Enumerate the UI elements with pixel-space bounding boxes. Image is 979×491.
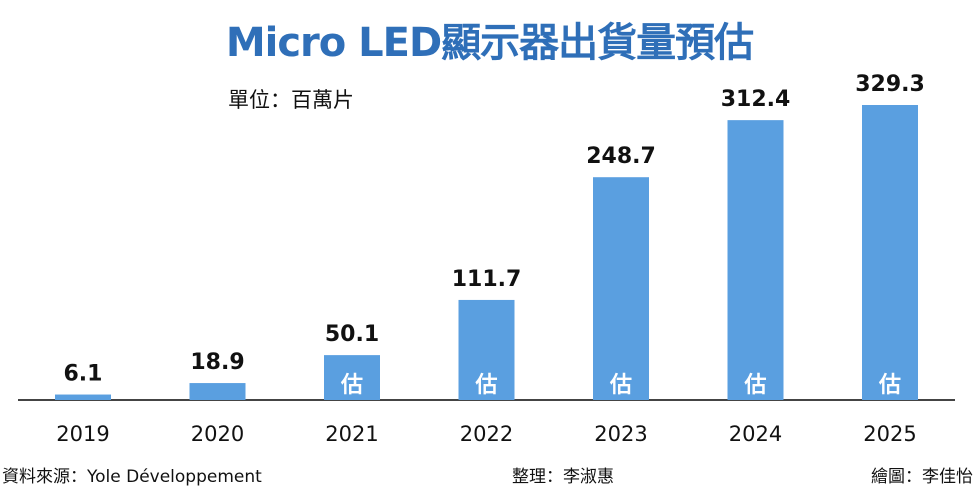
- x-tick-label-2019: 2019: [56, 422, 109, 446]
- bar-2023: [593, 177, 649, 400]
- x-tick-label-2020: 2020: [191, 422, 244, 446]
- x-tick-label-2024: 2024: [729, 422, 782, 446]
- bar-2024: [727, 120, 784, 401]
- x-tick-label-2025: 2025: [863, 422, 916, 446]
- estimate-marker-2025: 估: [878, 373, 901, 398]
- value-label-2025: 329.3: [855, 72, 925, 97]
- x-tick-label-2023: 2023: [594, 422, 647, 446]
- estimate-marker-2024: 估: [743, 373, 766, 398]
- editor-credit: 整理：李淑惠: [512, 467, 614, 487]
- bar-2019: [55, 394, 111, 400]
- bar-2020: [189, 383, 246, 400]
- graphic-credit: 繪圖：李佳怡: [871, 467, 973, 487]
- bar-2021: [324, 355, 380, 400]
- chart-title: Micro LED顯示器出貨量預估: [225, 20, 754, 66]
- value-label-2024: 312.4: [721, 87, 791, 112]
- value-label-2022: 111.7: [452, 267, 522, 292]
- bar-2025: [862, 105, 918, 400]
- value-label-2023: 248.7: [586, 144, 656, 169]
- unit-label: 單位：百萬片: [228, 88, 354, 112]
- value-label-2021: 50.1: [325, 322, 379, 347]
- bar-2022: [458, 299, 515, 400]
- x-tick-label-2021: 2021: [325, 422, 378, 446]
- x-tick-label-2022: 2022: [460, 422, 513, 446]
- estimate-marker-2021: 估: [340, 373, 363, 398]
- value-label-2019: 6.1: [64, 362, 103, 387]
- estimate-marker-2023: 估: [609, 373, 632, 398]
- estimate-marker-2022: 估: [474, 373, 497, 398]
- value-label-2020: 18.9: [190, 350, 244, 375]
- source-note: 資料來源：Yole Développement: [2, 467, 262, 487]
